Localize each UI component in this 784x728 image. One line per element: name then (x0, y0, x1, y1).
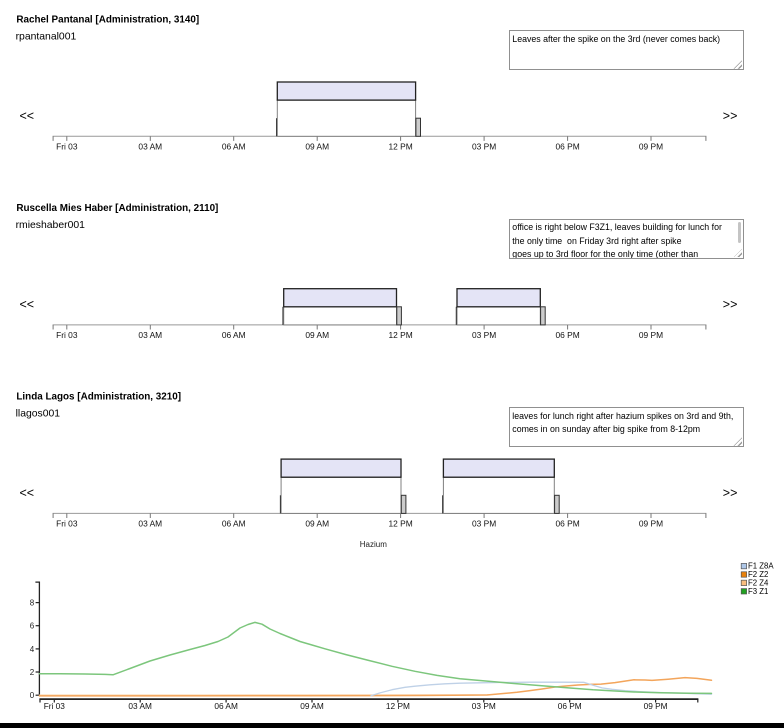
svg-text:03 PM: 03 PM (472, 330, 496, 340)
svg-text:rmieshaber001: rmieshaber001 (16, 220, 86, 231)
svg-text:4: 4 (30, 645, 35, 654)
svg-text:Fri 03: Fri 03 (56, 518, 78, 528)
svg-text:09 AM: 09 AM (305, 141, 329, 151)
svg-text:Fri 03: Fri 03 (56, 330, 78, 340)
svg-text:<<: << (20, 109, 35, 123)
svg-text:03 AM: 03 AM (138, 141, 162, 151)
svg-text:F2 Z2: F2 Z2 (748, 570, 768, 579)
svg-text:03 PM: 03 PM (472, 141, 496, 151)
svg-text:12 PM: 12 PM (388, 141, 412, 151)
svg-text:09 PM: 09 PM (639, 518, 663, 528)
svg-text:Rachel Pantanal [Administratio: Rachel Pantanal [Administration, 3140] (16, 14, 199, 25)
svg-text:03 AM: 03 AM (138, 330, 162, 340)
svg-text:09 AM: 09 AM (300, 701, 324, 711)
svg-text:8: 8 (30, 599, 35, 608)
svg-text:09 AM: 09 AM (305, 518, 329, 528)
svg-text:Fri 03: Fri 03 (56, 141, 78, 151)
svg-text:0: 0 (30, 691, 35, 700)
svg-text:06 PM: 06 PM (555, 141, 579, 151)
svg-text:rpantanal001: rpantanal001 (16, 31, 77, 42)
svg-text:<<: << (20, 486, 35, 500)
svg-text:F1 Z8A: F1 Z8A (748, 562, 774, 571)
svg-text:03 AM: 03 AM (138, 518, 162, 528)
svg-text:Ruscella Mies Haber [Administr: Ruscella Mies Haber [Administration, 211… (16, 203, 218, 214)
svg-text:06 AM: 06 AM (222, 141, 246, 151)
svg-text:12 PM: 12 PM (388, 330, 412, 340)
svg-text:03 AM: 03 AM (128, 701, 152, 711)
svg-text:12 PM: 12 PM (386, 701, 410, 711)
svg-text:>>: >> (723, 298, 738, 312)
svg-text:F3 Z1: F3 Z1 (748, 587, 768, 596)
svg-text:06 AM: 06 AM (222, 330, 246, 340)
svg-text:F2 Z4: F2 Z4 (748, 579, 769, 588)
svg-text:06 PM: 06 PM (555, 330, 579, 340)
svg-text:09 PM: 09 PM (644, 701, 668, 711)
svg-text:<<: << (20, 298, 35, 312)
svg-text:06 PM: 06 PM (555, 518, 579, 528)
svg-text:09 AM: 09 AM (305, 330, 329, 340)
svg-text:09 PM: 09 PM (639, 141, 663, 151)
svg-text:06 AM: 06 AM (214, 701, 238, 711)
svg-text:06 AM: 06 AM (222, 518, 246, 528)
svg-text:12 PM: 12 PM (388, 518, 412, 528)
svg-text:>>: >> (723, 486, 738, 500)
svg-text:03 PM: 03 PM (472, 701, 496, 711)
svg-text:09 PM: 09 PM (639, 330, 663, 340)
svg-text:03 PM: 03 PM (472, 518, 496, 528)
svg-text:Linda Lagos [Administration, 3: Linda Lagos [Administration, 3210] (16, 391, 181, 402)
svg-text:Hazium: Hazium (360, 540, 387, 549)
svg-text:>>: >> (723, 109, 738, 123)
svg-text:06 PM: 06 PM (558, 701, 582, 711)
svg-text:2: 2 (30, 668, 35, 677)
svg-text:6: 6 (30, 622, 35, 631)
svg-text:Fri 03: Fri 03 (44, 701, 66, 711)
svg-text:llagos001: llagos001 (16, 408, 61, 419)
